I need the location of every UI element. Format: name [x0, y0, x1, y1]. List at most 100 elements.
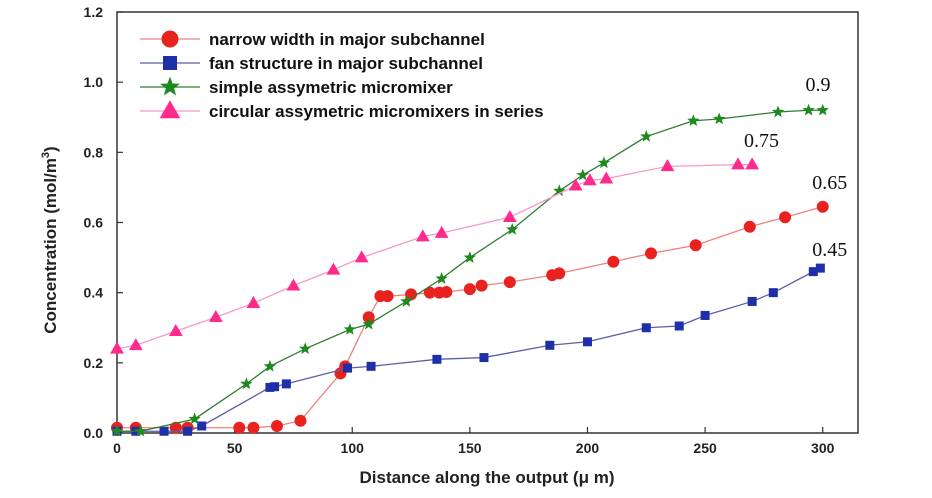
- data-point: [270, 382, 280, 392]
- data-point: [582, 173, 597, 186]
- data-point: [689, 239, 702, 252]
- annotation-label: 0.75: [744, 130, 779, 152]
- data-point: [246, 295, 261, 308]
- data-point: [354, 250, 369, 263]
- data-point: [343, 323, 357, 335]
- data-point: [599, 171, 614, 184]
- data-point: [110, 341, 124, 354]
- data-point: [700, 310, 710, 320]
- data-point: [815, 263, 825, 273]
- annotation-label: 0.9: [806, 74, 831, 96]
- y-axis-title-close: ): [41, 146, 60, 152]
- data-point: [553, 267, 566, 280]
- data-point: [771, 105, 785, 118]
- y-tick-label: 1.2: [84, 4, 104, 20]
- data-point: [463, 283, 476, 296]
- y-tick-label: 0.2: [84, 355, 104, 371]
- data-point: [240, 377, 253, 390]
- y-tick-label: 0.0: [84, 425, 104, 441]
- data-point: [415, 229, 430, 242]
- data-point: [362, 317, 375, 330]
- data-point: [641, 323, 651, 333]
- data-point: [233, 421, 246, 434]
- legend-label: circular assymetric micromixers in serie…: [209, 102, 544, 121]
- legend-marker: [160, 76, 180, 96]
- legend-entry: circular assymetric micromixers in serie…: [140, 100, 544, 121]
- x-tick-label: 150: [458, 440, 482, 456]
- data-point: [432, 354, 442, 364]
- y-tick-label: 0.4: [84, 285, 104, 301]
- data-point: [503, 276, 516, 289]
- data-point: [169, 421, 182, 434]
- legend-marker: [159, 100, 181, 119]
- data-point: [263, 359, 277, 372]
- legend-entry: narrow width in major subchannel: [140, 30, 485, 49]
- data-point: [640, 130, 653, 142]
- data-point: [808, 267, 818, 277]
- data-point: [270, 419, 283, 432]
- data-point: [281, 379, 291, 389]
- x-tick-label: 250: [693, 440, 717, 456]
- data-point: [568, 178, 583, 191]
- data-point: [159, 426, 169, 436]
- data-point: [768, 288, 778, 298]
- data-point: [134, 424, 147, 437]
- y-axis: 0.0 0.2 0.4 0.6 0.8 1.0 1.2: [84, 4, 123, 441]
- data-point: [816, 103, 829, 116]
- data-point: [299, 342, 312, 355]
- data-point: [183, 426, 193, 436]
- data-point: [553, 184, 566, 197]
- annotation-label: 0.65: [812, 172, 847, 194]
- data-point: [286, 278, 301, 291]
- data-point: [294, 414, 307, 427]
- data-point: [545, 340, 555, 350]
- legend-marker: [161, 30, 179, 48]
- data-point: [247, 421, 260, 434]
- y-axis-title-sup: 3: [40, 152, 52, 158]
- data-point: [713, 112, 726, 125]
- data-point: [674, 321, 684, 331]
- data-point: [381, 290, 394, 303]
- data-point: [779, 211, 792, 224]
- x-axis: 0 50 100 150 200 250 300: [113, 427, 835, 456]
- legend-marker: [163, 56, 177, 70]
- x-tick-label: 300: [811, 440, 835, 456]
- legend-label: narrow width in major subchannel: [209, 30, 485, 49]
- data-point: [326, 262, 341, 275]
- y-tick-label: 0.6: [84, 215, 104, 231]
- data-point: [816, 200, 829, 213]
- series-line: [117, 109, 823, 432]
- series-3: [110, 103, 829, 437]
- y-tick-label: 1.0: [84, 74, 104, 90]
- y-tick-label: 0.8: [84, 144, 104, 160]
- legend-entry: fan structure in major subchannel: [140, 54, 483, 73]
- data-point: [582, 337, 592, 347]
- y-axis-title-main: Concentration (mol/m: [41, 158, 60, 334]
- data-point: [434, 225, 449, 238]
- series-line: [117, 206, 823, 429]
- legend-label: simple assymetric micromixer: [209, 78, 453, 97]
- legend: narrow width in major subchannel fan stru…: [140, 30, 544, 121]
- data-point: [731, 157, 745, 170]
- data-point: [743, 220, 756, 233]
- legend-label: fan structure in major subchannel: [209, 54, 483, 73]
- data-point: [265, 382, 275, 392]
- data-point: [463, 251, 477, 263]
- data-point: [607, 255, 620, 268]
- data-point: [479, 353, 489, 363]
- data-point: [644, 247, 657, 260]
- data-point: [366, 361, 376, 371]
- data-point: [597, 156, 611, 169]
- x-tick-label: 0: [113, 440, 121, 456]
- data-point: [802, 103, 815, 116]
- x-tick-label: 100: [341, 440, 365, 456]
- data-point: [502, 210, 517, 223]
- data-point: [168, 324, 183, 337]
- annotation-label: 0.45: [812, 239, 847, 261]
- data-point: [576, 168, 589, 181]
- data-point: [188, 412, 201, 425]
- data-point: [440, 285, 453, 298]
- data-point: [128, 338, 143, 351]
